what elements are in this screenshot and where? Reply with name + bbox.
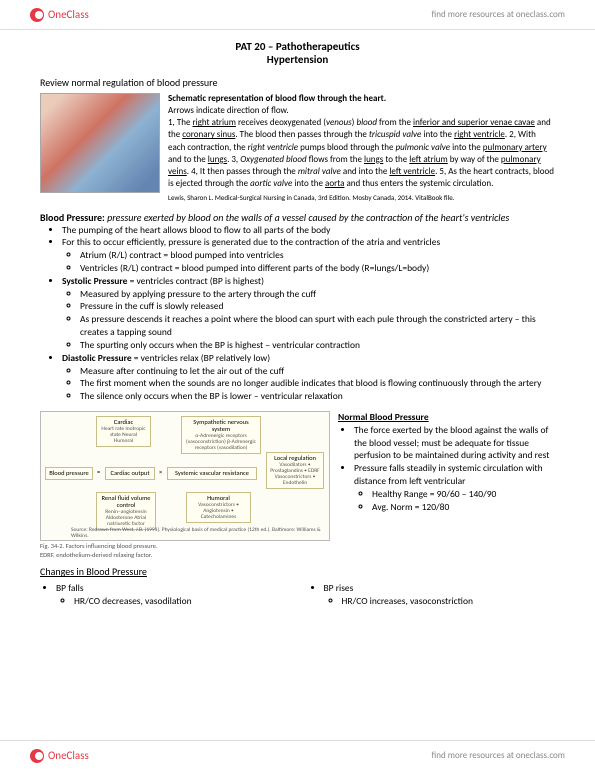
heart-diagram-image [40, 93, 160, 193]
heart-block: Schematic representation of blood flow t… [40, 93, 555, 203]
diagram-eq: = [97, 468, 100, 476]
diagram-node-svr: Systemic vascular resistance [167, 467, 257, 480]
footer-link[interactable]: find more resources at oneclass.com [432, 750, 565, 761]
list-item: Pressure in the cuff is slowly released [80, 300, 555, 313]
diagram-caption1: Fig. 34-2. Factors influencing blood pre… [40, 543, 330, 550]
page-content: PAT 20 – Pathotherapeutics Hypertension … [0, 30, 595, 608]
heart-description: Schematic representation of blood flow t… [168, 93, 555, 203]
footer-bar: OneClass find more resources at oneclass… [0, 740, 595, 770]
review-heading: Review normal regulation of blood pressu… [40, 76, 555, 89]
normal-bp-heading: Normal Blood Pressure [338, 411, 555, 424]
bp-factors-diagram: Cardiac Heart rate Inotropic state Neura… [40, 411, 330, 541]
diagram-node-sns: Sympathetic nervous system α-Adrenergic … [181, 416, 261, 454]
list-item: Measure after continuing to let the air … [80, 365, 555, 378]
header-link[interactable]: find more resources at oneclass.com [432, 9, 565, 20]
diagram-caption2: EDRF, endothelium-derived relaxing facto… [40, 552, 330, 559]
brand-text: OneClass [48, 8, 89, 21]
diagram-node-renal: Renal fluid volume control Renin–angiote… [96, 492, 156, 530]
list-item: HR/CO increases, vasoconstriction [342, 595, 556, 608]
list-item: Systolic Pressure = ventricles contract … [62, 275, 555, 352]
logo-icon [30, 749, 44, 763]
list-item: Pressure falls steadily in systemic circ… [354, 462, 555, 513]
bp-label: Blood Pressure: [40, 211, 105, 224]
diagram-source: Source: Redrawn from West, J.B. (1991). … [71, 527, 327, 539]
changes-heading: Changes in Blood Pressure [40, 565, 555, 578]
diagram-node-cardiac: Cardiac Heart rate Inotropic state Neura… [96, 416, 151, 447]
list-item: The spurting only occurs when the BP is … [80, 339, 555, 352]
changes-right: BP rises HR/CO increases, vasoconstricti… [308, 582, 556, 608]
list-item: Atrium (R/L) contract = blood pumped int… [80, 249, 555, 262]
list-item: BP rises HR/CO increases, vasoconstricti… [324, 582, 556, 608]
page-title: PAT 20 – Pathotherapeutics [40, 40, 555, 53]
list-item: The first moment when the sounds are no … [80, 377, 555, 390]
list-item: Diastolic Pressure = ventricles relax (B… [62, 352, 555, 403]
normal-bp-section: Normal Blood Pressure The force exerted … [338, 411, 555, 559]
logo-group[interactable]: OneClass [30, 8, 89, 22]
header-bar: OneClass find more resources at oneclass… [0, 0, 595, 30]
bp-list: The pumping of the heart allows blood to… [40, 224, 555, 403]
changes-left: BP falls HR/CO decreases, vasodilation [40, 582, 288, 608]
list-item: Avg. Norm = 120/80 [372, 501, 555, 514]
list-item: Healthy Range = 90/60 – 140/90 [372, 488, 555, 501]
diagram-node-bp: Blood pressure [45, 467, 93, 480]
diagram-node-co: Cardiac output [105, 467, 155, 480]
bp-heading: Blood Pressure: pressure exerted by bloo… [40, 211, 555, 224]
bp-definition: pressure exerted by blood on the walls o… [107, 211, 509, 224]
list-item: The silence only occurs when the BP is l… [80, 390, 555, 403]
diagram-col: Cardiac Heart rate Inotropic state Neura… [40, 411, 330, 559]
list-item: The pumping of the heart allows blood to… [62, 224, 555, 237]
list-item: The force exerted by the blood against t… [354, 424, 555, 462]
list-item: Measured by applying pressure to the art… [80, 288, 555, 301]
heart-citation: Lewis, Sharon L. Medical-Surgical Nursin… [168, 193, 555, 202]
footer-brand-text: OneClass [48, 749, 89, 762]
list-item: Ventricles (R/L) contract = blood pumped… [80, 262, 555, 275]
heart-heading: Schematic representation of blood flow t… [168, 93, 386, 104]
list-item: As pressure descends it reaches a point … [80, 313, 555, 339]
diagram-row: Cardiac Heart rate Inotropic state Neura… [40, 411, 555, 559]
logo-icon [30, 8, 44, 22]
footer-logo-group[interactable]: OneClass [30, 749, 89, 763]
diagram-node-humoral: Humoral Vasoconstrictors • Angiotensin •… [186, 492, 251, 523]
list-item: For this to occur efficiently, pressure … [62, 236, 555, 274]
changes-columns: BP falls HR/CO decreases, vasodilation B… [40, 582, 555, 608]
diagram-node-local: Local regulation Vasodilators • Prostagl… [266, 452, 324, 489]
page-subtitle: Hypertension [40, 53, 555, 66]
list-item: BP falls HR/CO decreases, vasodilation [56, 582, 288, 608]
diagram-x: × [159, 468, 162, 476]
list-item: HR/CO decreases, vasodilation [74, 595, 288, 608]
heart-arrows: Arrows indicate direction of flow. [168, 105, 289, 116]
